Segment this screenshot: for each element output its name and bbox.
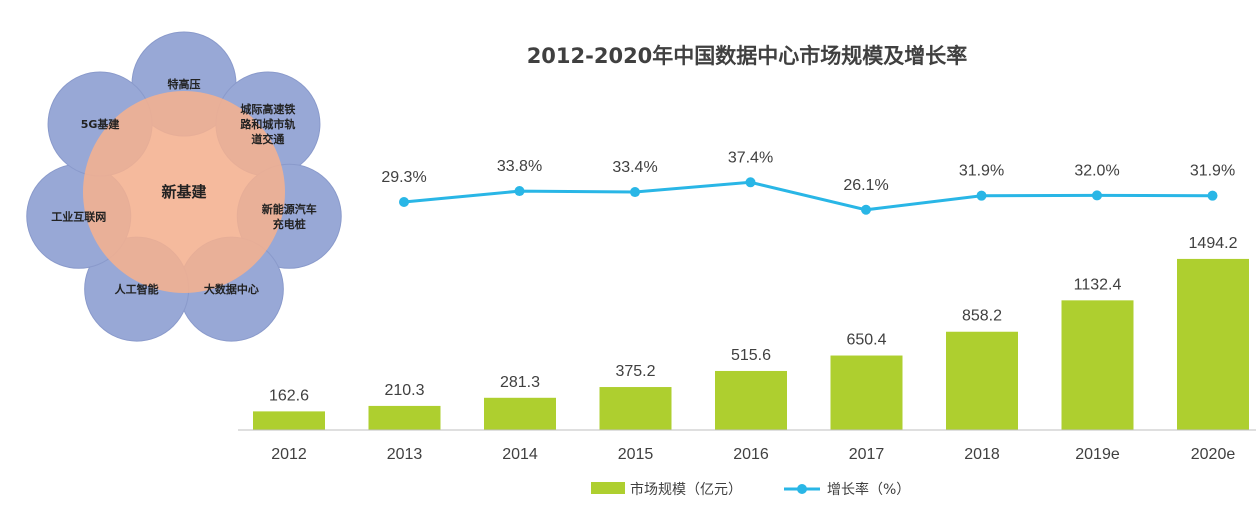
line-series	[399, 177, 1218, 215]
line-value-labels: 29.3% 33.8% 33.4% 37.4% 26.1% 31.9% 32.0% 31.9%	[381, 149, 1235, 193]
line-value-label: 37.4%	[728, 149, 773, 166]
x-tick-label: 2014	[502, 446, 538, 463]
bar-2015	[599, 387, 672, 430]
line-point-2015	[630, 187, 640, 198]
bar-value-label: 1132.4	[1074, 276, 1122, 293]
x-tick-label: 2012	[271, 446, 307, 463]
legend: 市场规模（亿元） 增长率（%）	[591, 481, 910, 498]
line-point-2017	[861, 204, 871, 215]
x-tick-label: 2013	[387, 446, 423, 463]
diagram-center-label: 新基建	[161, 183, 207, 201]
diagram-petal-label: 特高压	[168, 77, 201, 91]
x-tick-label: 2016	[733, 446, 769, 463]
legend-bar-label: 市场规模（亿元）	[630, 481, 742, 498]
x-tick-label: 2018	[964, 446, 1000, 463]
legend-line-label: 增长率（%）	[827, 481, 910, 498]
x-tick-label: 2015	[618, 446, 654, 463]
bar-value-label: 281.3	[500, 374, 540, 391]
legend-bar-swatch	[591, 482, 625, 494]
bar-2017	[830, 355, 903, 430]
bar-series	[253, 258, 1249, 430]
diagram-center-circle	[83, 91, 285, 293]
line-value-label: 29.3%	[381, 169, 426, 186]
bar-2012	[253, 411, 325, 430]
bar-value-label: 162.6	[269, 387, 309, 404]
bar-value-label: 858.2	[962, 308, 1002, 325]
line-point-2020e	[1207, 190, 1218, 201]
bar-2019e	[1061, 300, 1134, 430]
line-value-label: 33.4%	[612, 159, 657, 176]
line-value-label: 32.0%	[1074, 162, 1119, 179]
line-value-label: 31.9%	[959, 163, 1004, 180]
line-value-label: 31.9%	[1190, 163, 1235, 180]
diagram-petal-label: 道交通	[251, 132, 284, 146]
bar-value-label: 515.6	[731, 347, 771, 364]
line-point-2016	[745, 177, 756, 188]
bar-2018	[946, 331, 1018, 430]
growth-rate-line	[403, 180, 1213, 212]
diagram-petal-label: 充电桩	[273, 217, 306, 231]
line-point-2013	[399, 196, 409, 207]
chart-title: 2012-2020年中国数据中心市场规模及增长率	[527, 44, 968, 68]
x-tick-label: 2019e	[1075, 446, 1120, 463]
bar-2016	[715, 370, 787, 430]
bar-2014	[484, 397, 556, 430]
diagram-petal-label: 新能源汽车	[262, 202, 317, 216]
bar-value-label: 650.4	[846, 332, 886, 349]
line-point-2019e	[1092, 190, 1102, 201]
diagram-petal-label: 大数据中心	[204, 282, 259, 296]
legend-line-marker	[797, 484, 807, 494]
bar-value-labels: 162.6 210.3 281.3 375.2 515.6 650.4 858.2 1132.…	[269, 235, 1238, 404]
diagram-petal-label: 工业互联网	[51, 209, 106, 223]
diagram-petal-label: 人工智能	[115, 282, 159, 296]
line-point-2018	[976, 190, 987, 201]
line-value-label: 26.1%	[843, 177, 888, 194]
line-point-2014	[514, 186, 525, 197]
x-tick-label: 2020e	[1191, 446, 1236, 463]
diagram-petal-label: 路和城市轨	[240, 117, 295, 131]
x-tick-label: 2017	[849, 446, 885, 463]
bar-2013	[368, 405, 441, 430]
bar-2020e	[1177, 258, 1249, 430]
diagram-petal-label: 5G基建	[81, 117, 121, 131]
x-tick-labels: 2012 2013 2014 2015 2016 2017 2018 2019e 2020e	[271, 446, 1235, 463]
bar-value-label: 375.2	[615, 363, 655, 380]
bar-value-label: 1494.2	[1189, 235, 1238, 252]
bar-value-label: 210.3	[384, 382, 424, 399]
diagram-petal-label: 城际高速铁	[240, 102, 295, 116]
line-value-label: 33.8%	[497, 158, 542, 175]
